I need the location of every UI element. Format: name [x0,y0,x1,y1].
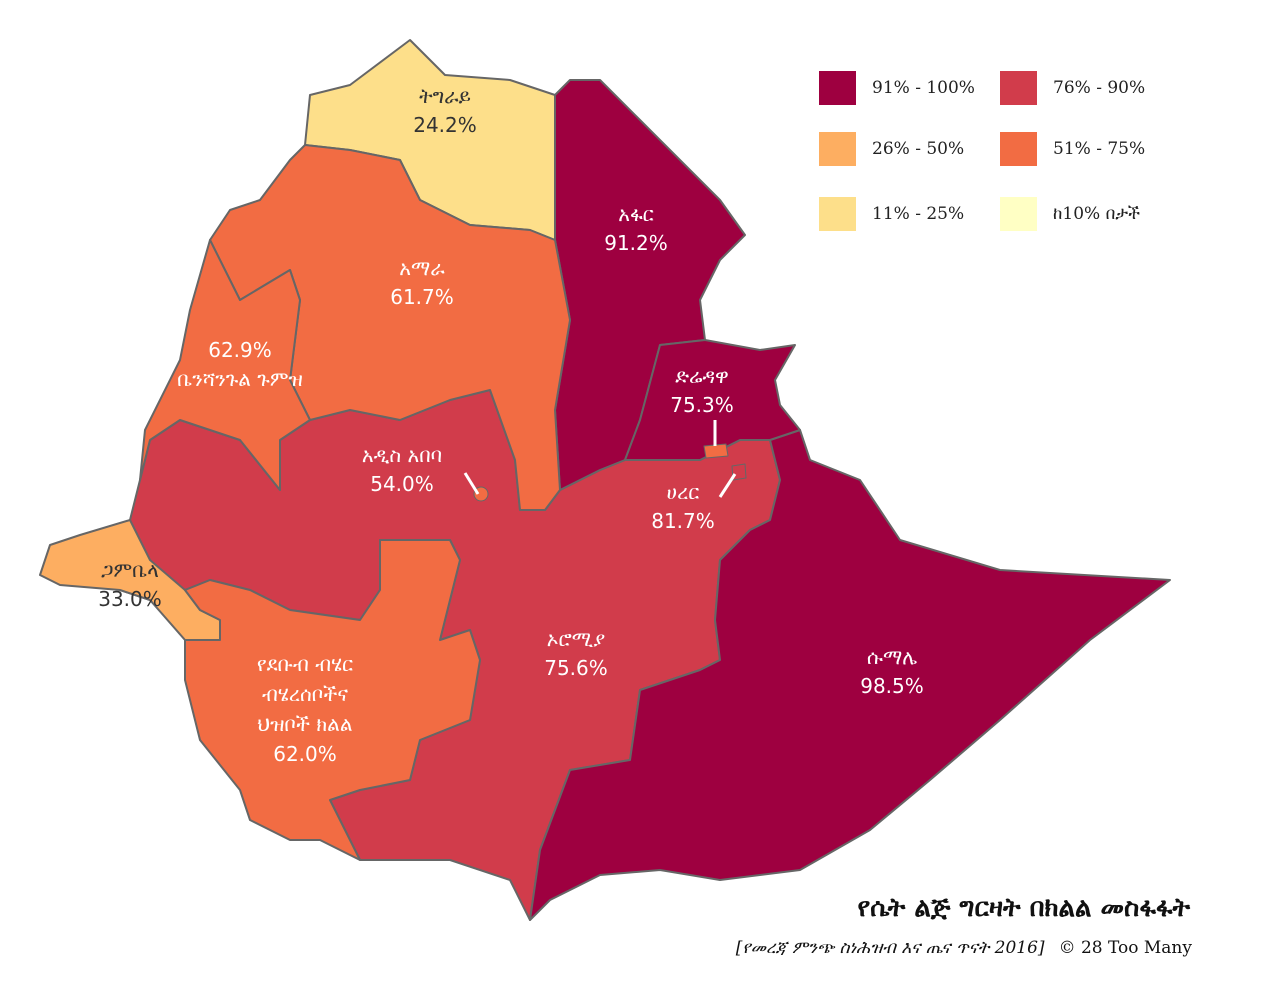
legend-label: 26% - 50% [872,139,965,159]
region-name: ሱማሌ [866,645,918,669]
label-amhara: አማራ 61.7% [390,254,454,312]
region-name: ትግራይ [419,84,471,108]
label-afar: አፋር 91.2% [604,200,668,258]
region-value: 61.7% [390,285,454,309]
region-name: ኦሮሚያ [546,627,606,651]
label-tigray: ትግራይ 24.2% [413,82,477,140]
region-value: 91.2% [604,231,668,255]
region-snnpr[interactable] [184,539,481,861]
region-name: ድሬዳዋ [675,364,729,388]
credit: © 28 Too Many [1058,938,1192,958]
label-somali: ሱማሌ 98.5% [860,643,924,701]
legend-label: 91% - 100% [872,78,975,98]
legend-item: 26% - 50% [819,132,964,166]
region-value: 75.3% [670,393,734,417]
region-somali-north[interactable] [624,339,801,461]
legend-item: 51% - 75% [1000,132,1145,166]
label-oromia: ኦሮሚያ 75.6% [544,625,608,683]
region-name: አፋር [618,202,654,226]
region-name: የደቡብ ብሄር [256,652,354,676]
region-benishangul[interactable] [139,239,311,491]
region-value: 81.7% [651,509,715,533]
label-addis-ababa: አዲስ አበባ 54.0% [362,441,442,499]
region-value: 98.5% [860,674,924,698]
region-name: ብሄረሰቦችና [262,682,348,706]
legend-item: 11% - 25% [819,197,964,231]
region-value: 62.0% [273,742,337,766]
legend-label: 76% - 90% [1053,78,1146,98]
harari-leader-line [718,473,737,498]
legend-swatch [819,197,856,231]
source-citation: [የመረጃ ምንጭ ስነሕዝብ እና ጤና ጥናት 2016] [735,938,1045,958]
legend-swatch [819,71,856,105]
region-name: ቤንሻንጉል ጉምዝ [177,367,303,391]
label-harari: ሀረር 81.7% [651,478,715,536]
region-value: 24.2% [413,113,477,137]
region-name: አዲስ አበባ [361,443,443,467]
region-name: ሀረር [666,480,700,504]
region-value: 62.9% [208,338,272,362]
region-name: ህዝቦች ክልል [257,712,353,736]
legend-swatch [1000,197,1037,231]
region-dire-dawa[interactable] [703,443,729,459]
region-value: 33.0% [98,587,162,611]
legend-swatch [819,132,856,166]
legend-item: 76% - 90% [1000,71,1145,105]
region-somali[interactable] [529,429,1171,921]
legend-swatch [1000,132,1037,166]
source-line: [የመረጃ ምንጭ ስነሕዝብ እና ጤና ጥናት 2016] © 28 Too … [736,938,1192,958]
label-gambela: ጋምቤላ 33.0% [98,556,162,614]
label-snnpr: የደቡብ ብሄር ብሄረሰቦችና ህዝቦች ክልል 62.0% [257,649,353,769]
legend-swatch [1000,71,1037,105]
region-name: ጋምቤላ [101,558,159,582]
region-name: አማራ [399,256,445,280]
legend-label: 51% - 75% [1053,139,1146,159]
label-benishangul: 62.9% ቤንሻንጉል ጉምዝ [177,336,303,394]
legend-item: 91% - 100% [819,71,975,105]
region-value: 54.0% [370,472,434,496]
map-title: የሴት ልጅ ግርዛት በክልል መስፋፋት [857,893,1190,923]
region-value: 75.6% [544,656,608,680]
label-dire-dawa: ድሬዳዋ 75.3% [670,362,734,420]
legend-label: 11% - 25% [872,204,965,224]
addis-leader-line [463,472,480,495]
legend-item: ከ10% በታች [1000,197,1140,231]
legend-label: ከ10% በታች [1053,204,1141,224]
